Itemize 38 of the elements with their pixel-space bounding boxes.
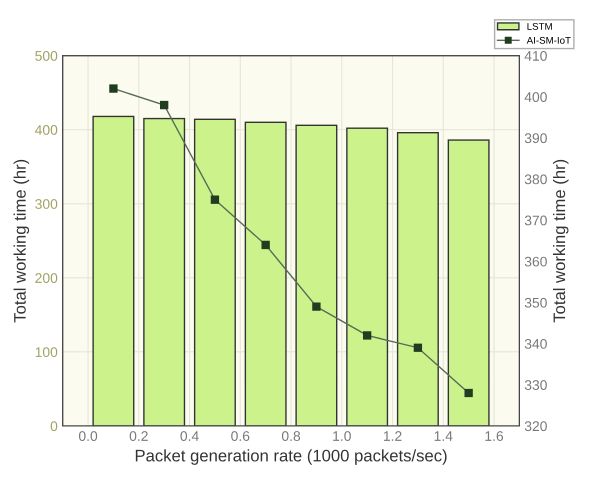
y2-tick-label: 320 bbox=[524, 421, 547, 432]
y2-tick-label: 360 bbox=[524, 256, 547, 267]
y2-tick-label: 370 bbox=[524, 216, 547, 226]
x-axis-title: Packet generation rate (1000 packets/sec) bbox=[136, 449, 447, 465]
bar bbox=[448, 139, 490, 426]
bar bbox=[194, 118, 236, 426]
x-tick-label: 0.8 bbox=[282, 431, 300, 441]
y2-tick-label: 330 bbox=[524, 380, 547, 390]
legend-label: LSTM bbox=[527, 22, 552, 30]
x-tick-label: 0.0 bbox=[78, 431, 98, 441]
y2-tick-label: 390 bbox=[524, 133, 547, 144]
bar bbox=[143, 118, 186, 426]
y-tick-label: 300 bbox=[35, 199, 58, 209]
y2-tick-label: 340 bbox=[524, 338, 547, 349]
y2-tick-label: 400 bbox=[524, 92, 547, 102]
bar bbox=[396, 132, 439, 426]
x-tick-label: 0.6 bbox=[231, 431, 250, 441]
y2-axis-title: Total working time (hr) bbox=[552, 160, 569, 322]
x-tick-label: 1.6 bbox=[485, 431, 504, 441]
bar bbox=[295, 124, 338, 426]
y-tick-label: 400 bbox=[34, 125, 58, 135]
y-tick-label: 0 bbox=[50, 421, 58, 432]
y2-tick-label: 380 bbox=[524, 174, 547, 184]
legend-label: AI-SM-IoT bbox=[526, 36, 571, 44]
bar bbox=[244, 122, 287, 426]
x-tick-label: 1.2 bbox=[384, 431, 402, 441]
x-tick-label: 0.2 bbox=[130, 431, 148, 441]
y-tick-label: 500 bbox=[35, 50, 58, 61]
y-tick-label: 200 bbox=[35, 273, 58, 283]
bar bbox=[346, 128, 388, 426]
y-tick-label: 100 bbox=[36, 347, 58, 358]
y2-tick-label: 410 bbox=[524, 50, 547, 61]
y-axis-title: Total working time (hr) bbox=[14, 160, 30, 322]
x-tick-label: 0.4 bbox=[180, 431, 199, 441]
x-tick-label: 1.0 bbox=[333, 431, 351, 441]
bar bbox=[92, 116, 134, 426]
y2-tick-label: 350 bbox=[524, 298, 547, 308]
x-tick-label: 1.4 bbox=[434, 431, 453, 441]
